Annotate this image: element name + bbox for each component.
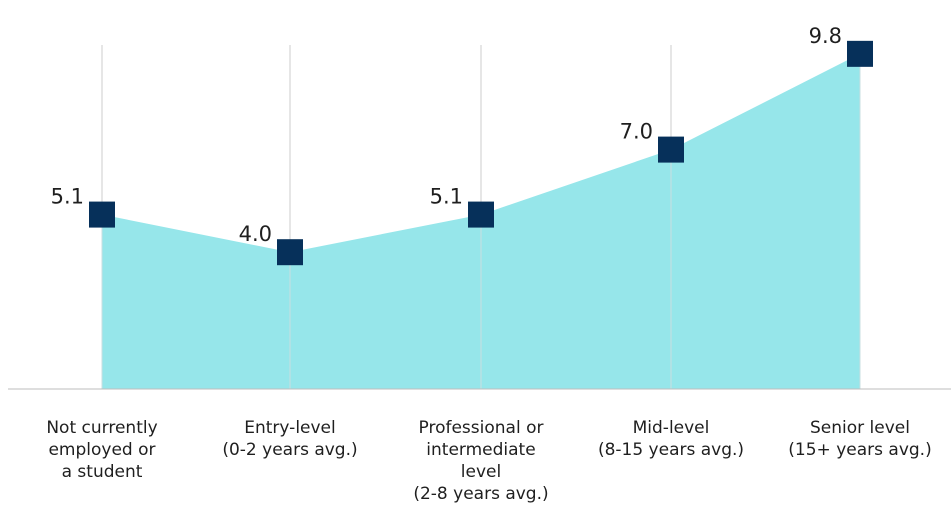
data-label-4: 7.0 xyxy=(620,120,653,144)
data-point-marker-4 xyxy=(658,136,684,163)
x-tick-label-1: Not currently employed or a student xyxy=(46,418,158,482)
data-label-5: 9.8 xyxy=(809,24,842,48)
data-label-2: 4.0 xyxy=(239,222,272,246)
data-point-marker-1 xyxy=(89,201,115,228)
data-point-marker-3 xyxy=(468,201,494,228)
data-label-3: 5.1 xyxy=(430,185,463,209)
x-tick-label-2: Entry-level (0-2 years avg.) xyxy=(222,418,358,460)
x-tick-label-3: Professional or intermediate level (2-8 … xyxy=(413,418,549,504)
data-point-marker-2 xyxy=(277,239,303,266)
x-tick-label-5: Senior level (15+ years avg.) xyxy=(788,418,932,460)
x-tick-label-4: Mid-level (8-15 years avg.) xyxy=(597,418,745,460)
data-point-marker-5 xyxy=(847,40,873,67)
data-label-1: 5.1 xyxy=(51,185,84,209)
